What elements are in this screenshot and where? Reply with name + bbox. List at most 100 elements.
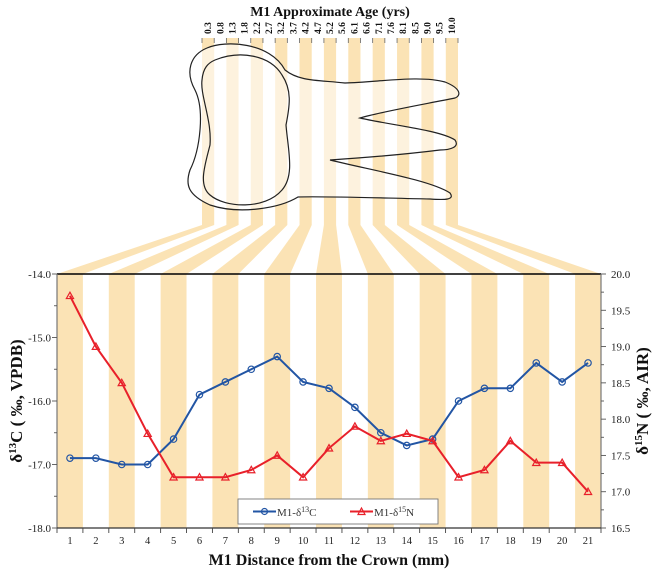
- plot-axes: -14.0 -15.0 -16.0 -17.0 -18.0 20.0 19.5 19.0 18.…: [28, 269, 631, 547]
- x-tick-label: 13: [376, 536, 387, 547]
- circle-marker-icon: [299, 378, 307, 386]
- age-tick-label: 10.0: [448, 17, 458, 34]
- circle-marker-icon: [377, 428, 385, 437]
- plot-stripe: [523, 274, 550, 528]
- tooth-outline: [187, 43, 460, 211]
- y-right-tick-label: 19.5: [611, 305, 631, 317]
- age-tick-label: 9.5: [436, 22, 446, 34]
- plot-stripe: [316, 274, 342, 528]
- x-axis-label: M1 Distance from the Crown (mm): [209, 552, 450, 569]
- triangle-marker-icon: [453, 472, 464, 481]
- circle-marker-icon: [325, 384, 333, 393]
- circle-marker-icon: [117, 460, 126, 469]
- circle-marker-icon: [195, 390, 204, 399]
- circle-marker-icon: [532, 359, 541, 367]
- triangle-marker-icon: [91, 341, 101, 350]
- y-left-tick-label: -14.0: [28, 269, 51, 281]
- circle-marker-icon: [402, 441, 411, 450]
- triangle-marker-icon: [350, 421, 360, 430]
- y-left-tick-label: -16.0: [28, 396, 51, 408]
- age-tick-label: 5.2: [326, 22, 336, 34]
- y-right-tick-label: 20.0: [611, 269, 631, 281]
- triangle-marker-icon: [246, 465, 256, 474]
- age-tick-label: 4.7: [314, 22, 324, 34]
- circle-marker-icon: [221, 378, 230, 386]
- triangle-marker-icon: [117, 378, 127, 387]
- plot-stripe: [471, 274, 498, 528]
- triangle-marker-icon: [583, 486, 593, 496]
- triangle-marker-icon: [194, 472, 205, 481]
- y-left-tick-label: -15.0: [28, 333, 51, 345]
- chart-title: M1 Approximate Age (yrs): [250, 5, 410, 20]
- fan-stripe: [316, 225, 342, 274]
- x-tick-label: 16: [453, 536, 464, 547]
- fan-stripe: [348, 225, 394, 274]
- triangle-marker-icon: [376, 436, 386, 445]
- age-tick-label: 6.1: [350, 22, 360, 34]
- triangle-marker-icon: [272, 450, 282, 459]
- triangle-marker-icon: [220, 472, 231, 481]
- x-tick-label: 9: [275, 536, 280, 547]
- plot-stripe: [575, 274, 601, 528]
- x-tick-label: 11: [324, 536, 334, 547]
- x-tick-label: 1: [67, 536, 72, 547]
- triangle-marker-icon: [65, 290, 75, 300]
- y-right-tick-label: 19.0: [611, 342, 631, 354]
- age-tick-label: 3.7: [289, 22, 299, 34]
- x-tick-label: 2: [93, 536, 98, 547]
- triangle-marker-icon: [143, 428, 153, 438]
- x-tick-label: 20: [557, 536, 568, 547]
- fan-stripe: [397, 225, 498, 274]
- x-tick-label: 12: [350, 536, 361, 547]
- age-tick-label: 8.5: [411, 22, 421, 34]
- y-right-tick-label: 18.5: [611, 378, 631, 390]
- circle-marker-icon: [169, 435, 178, 443]
- data-series: [65, 290, 593, 496]
- plot-stripe: [160, 274, 187, 528]
- tooth-inner-icon: [201, 54, 291, 206]
- x-tick-label: 10: [298, 536, 309, 547]
- circle-marker-icon: [584, 359, 592, 367]
- circle-marker-icon: [143, 460, 152, 469]
- tooth-outer-icon: [187, 43, 460, 211]
- age-tick-label: 0.3: [204, 22, 214, 34]
- circle-marker-icon: [454, 397, 463, 405]
- legend-nitrogen-label: M1-δ15N: [374, 505, 414, 519]
- x-tick-label: 3: [119, 536, 124, 547]
- fan-stripe: [372, 225, 446, 274]
- age-tick-label: 8.1: [399, 22, 409, 34]
- age-tick-label: 6.6: [363, 22, 373, 34]
- circle-marker-icon: [66, 454, 74, 462]
- x-tick-label: 8: [249, 536, 254, 547]
- y-right-tick-label: 18.0: [611, 414, 631, 426]
- age-tick-label: 2.2: [253, 22, 263, 34]
- x-tick-label: 7: [223, 536, 228, 547]
- age-tick-label: 9.0: [424, 22, 434, 34]
- y-left-axis-label: δ13C ( ‰, VPDB): [7, 339, 26, 462]
- triangle-marker-icon: [479, 465, 490, 474]
- legend-triangle-icon: [356, 506, 367, 516]
- circle-marker-icon: [247, 365, 256, 374]
- y-right-tick-label: 17.0: [611, 487, 631, 499]
- nitrogen-series-line: [69, 295, 589, 493]
- circle-marker-icon: [480, 384, 489, 393]
- triangle-marker-icon: [427, 436, 438, 445]
- circle-marker-icon: [273, 352, 281, 361]
- triangle-marker-icon: [557, 457, 567, 467]
- y-right-axis-label: δ15N ( ‰, AIR): [633, 347, 652, 455]
- x-tick-label: 4: [145, 536, 151, 547]
- legend: M1-δ13C M1-δ15N: [237, 498, 439, 525]
- fan-stripe: [421, 225, 550, 274]
- age-tick-label: 1.8: [241, 22, 251, 34]
- age-axis: 0.3 0.8 1.3 1.8 2.2 2.7 3.2 3.7 4.2 4.7 5.2 5.6 6.1 6…: [201, 17, 459, 43]
- carbon-series-line: [69, 355, 589, 466]
- plot-stripe: [57, 274, 83, 528]
- age-tick-label: 7.1: [375, 22, 385, 34]
- y-right-tick-label: 17.5: [611, 450, 631, 462]
- circle-marker-icon: [92, 454, 100, 462]
- age-tick-label: 5.6: [338, 22, 348, 34]
- y-left-tick-label: -17.0: [28, 460, 51, 472]
- age-tick-label: 0.8: [216, 22, 226, 34]
- legend-circle-icon: [260, 507, 269, 516]
- age-tick-label: 7.6: [387, 22, 397, 34]
